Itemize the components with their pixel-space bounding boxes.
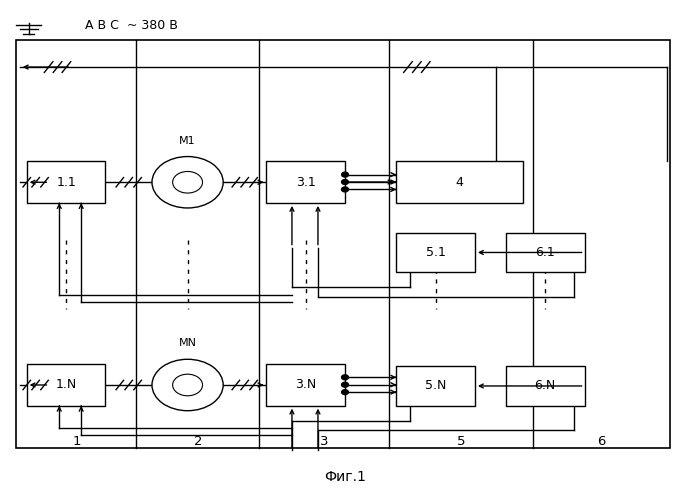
Text: 2: 2 (194, 435, 202, 448)
Circle shape (152, 360, 223, 410)
Circle shape (342, 382, 348, 387)
Text: 5: 5 (457, 435, 466, 448)
Bar (396, 232, 475, 272)
Text: 3.N: 3.N (295, 378, 316, 391)
Bar (27, 364, 106, 406)
Text: 5.1: 5.1 (426, 246, 446, 259)
Text: A B C  ~ 380 B: A B C ~ 380 B (85, 18, 178, 32)
Circle shape (342, 390, 348, 394)
Text: 6.1: 6.1 (535, 246, 555, 259)
Bar (17, 40, 670, 448)
Text: 3.1: 3.1 (296, 176, 315, 188)
Circle shape (342, 172, 348, 177)
Bar (27, 161, 106, 203)
Bar (396, 366, 475, 406)
Text: M1: M1 (179, 136, 196, 145)
Bar (266, 364, 345, 406)
Text: 1.1: 1.1 (56, 176, 76, 188)
Text: Фиг.1: Фиг.1 (324, 470, 366, 484)
Circle shape (342, 187, 348, 192)
Circle shape (342, 180, 348, 184)
Bar (266, 161, 345, 203)
Text: 4: 4 (455, 176, 464, 188)
Text: 6.N: 6.N (535, 380, 556, 392)
Circle shape (172, 172, 203, 193)
Text: MN: MN (179, 338, 197, 348)
Text: 3: 3 (320, 435, 328, 448)
Text: 1: 1 (72, 435, 81, 448)
Bar (506, 232, 584, 272)
Text: 5.N: 5.N (425, 380, 446, 392)
Circle shape (172, 374, 203, 396)
Bar (396, 161, 523, 203)
Circle shape (342, 375, 348, 380)
Bar (506, 366, 584, 406)
Circle shape (152, 156, 223, 208)
Text: 1.N: 1.N (55, 378, 77, 391)
Text: 6: 6 (598, 435, 606, 448)
